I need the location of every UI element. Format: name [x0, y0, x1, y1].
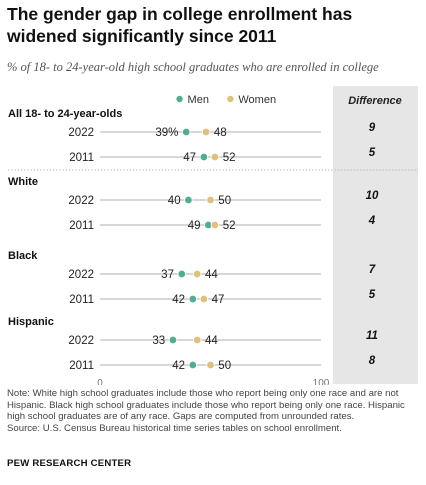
legend-label-women: Women	[238, 94, 276, 106]
difference-value: 9	[369, 122, 376, 134]
men-value-label: 47	[183, 152, 196, 164]
difference-value: 5	[369, 147, 376, 159]
difference-value: 4	[368, 215, 376, 227]
group-label: All 18- to 24-year-olds	[8, 108, 122, 120]
men-dot	[188, 360, 198, 370]
women-dot	[199, 294, 209, 304]
x-tick-label: 100	[313, 378, 330, 385]
men-value-label: 39%	[155, 127, 178, 139]
men-dot	[181, 127, 191, 137]
women-dot	[193, 269, 202, 279]
row-year-label: 2022	[68, 269, 94, 281]
row-year-label: 2022	[68, 127, 94, 139]
women-value-label: 50	[218, 360, 231, 372]
men-value-label: 49	[188, 220, 201, 232]
group-label: White	[8, 176, 38, 188]
row-year-label: 2011	[69, 294, 94, 306]
brand-label: PEW RESEARCH CENTER	[7, 458, 132, 469]
men-value-label: 42	[172, 360, 185, 372]
women-dot	[210, 220, 220, 230]
note-text: Note: White high school graduates includ…	[7, 388, 405, 423]
difference-value: 5	[369, 289, 376, 301]
men-value-label: 37	[161, 269, 174, 281]
legend-marker-men	[175, 95, 184, 104]
group-label: Black	[8, 250, 38, 262]
men-dot	[168, 335, 178, 345]
row-year-label: 2022	[68, 195, 94, 207]
women-dot	[193, 335, 202, 345]
dot-plot-chart: Difference Men Women All 18- to 24-year-old…	[8, 86, 418, 385]
row-year-label: 2011	[69, 360, 94, 372]
difference-value: 10	[366, 190, 379, 202]
men-dot	[199, 152, 209, 162]
men-value-label: 42	[172, 294, 185, 306]
legend-label-men: Men	[188, 94, 209, 106]
women-value-label: 48	[214, 127, 227, 139]
women-value-label: 44	[205, 269, 218, 281]
women-value-label: 47	[212, 294, 225, 306]
men-value-label: 40	[168, 195, 181, 207]
women-dot	[206, 360, 215, 370]
row-year-label: 2011	[69, 220, 94, 232]
row-year-label: 2011	[69, 152, 94, 164]
difference-value: 11	[366, 330, 378, 342]
women-value-label: 50	[218, 195, 231, 207]
men-value-label: 33	[152, 335, 165, 347]
difference-header: Difference	[348, 95, 402, 107]
difference-value: 8	[369, 355, 376, 367]
chart-title: The gender gap in college enrollment has…	[7, 4, 353, 46]
women-value-label: 52	[223, 152, 236, 164]
men-dot	[184, 195, 193, 205]
difference-value: 7	[369, 264, 376, 276]
group-label: Hispanic	[8, 316, 54, 328]
women-dot	[210, 152, 220, 162]
women-dot	[206, 195, 215, 205]
chart-note: Note: White high school graduates includ…	[7, 388, 419, 434]
women-value-label: 52	[223, 220, 236, 232]
men-dot	[177, 269, 186, 279]
women-value-label: 44	[205, 335, 218, 347]
chart-subtitle: % of 18- to 24-year-old high school grad…	[7, 60, 379, 74]
men-dot	[188, 294, 198, 304]
x-tick-label: 0	[97, 378, 103, 385]
difference-panel	[333, 86, 418, 384]
source-text: Source: U.S. Census Bureau historical ti…	[7, 422, 342, 434]
row-year-label: 2022	[68, 335, 94, 347]
legend-marker-women	[226, 95, 235, 104]
women-dot	[201, 127, 211, 137]
